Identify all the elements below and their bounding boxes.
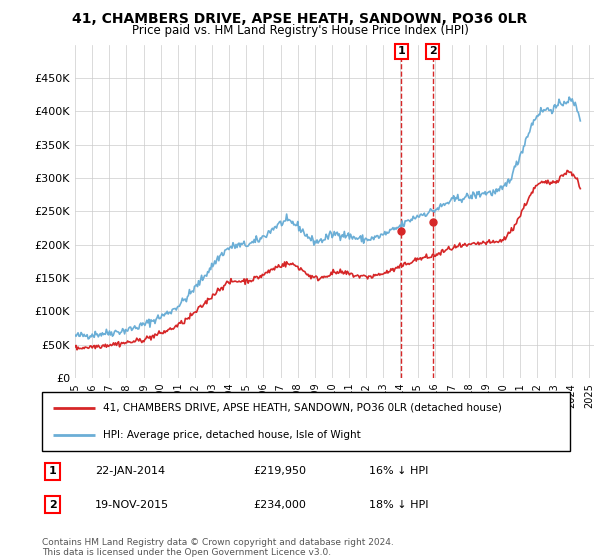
Text: £234,000: £234,000 xyxy=(253,500,306,510)
Text: 18% ↓ HPI: 18% ↓ HPI xyxy=(370,500,429,510)
Text: Contains HM Land Registry data © Crown copyright and database right 2024.
This d: Contains HM Land Registry data © Crown c… xyxy=(42,538,394,557)
Text: 2: 2 xyxy=(429,46,437,57)
Text: 2: 2 xyxy=(49,500,56,510)
Text: £219,950: £219,950 xyxy=(253,466,306,476)
Text: Price paid vs. HM Land Registry's House Price Index (HPI): Price paid vs. HM Land Registry's House … xyxy=(131,24,469,37)
Text: HPI: Average price, detached house, Isle of Wight: HPI: Average price, detached house, Isle… xyxy=(103,430,361,440)
Text: 1: 1 xyxy=(49,466,56,476)
Text: 16% ↓ HPI: 16% ↓ HPI xyxy=(370,466,429,476)
Text: 1: 1 xyxy=(398,46,405,57)
Text: 41, CHAMBERS DRIVE, APSE HEATH, SANDOWN, PO36 0LR (detached house): 41, CHAMBERS DRIVE, APSE HEATH, SANDOWN,… xyxy=(103,403,502,413)
Text: 22-JAN-2014: 22-JAN-2014 xyxy=(95,466,165,476)
Text: 19-NOV-2015: 19-NOV-2015 xyxy=(95,500,169,510)
Text: 41, CHAMBERS DRIVE, APSE HEATH, SANDOWN, PO36 0LR: 41, CHAMBERS DRIVE, APSE HEATH, SANDOWN,… xyxy=(73,12,527,26)
